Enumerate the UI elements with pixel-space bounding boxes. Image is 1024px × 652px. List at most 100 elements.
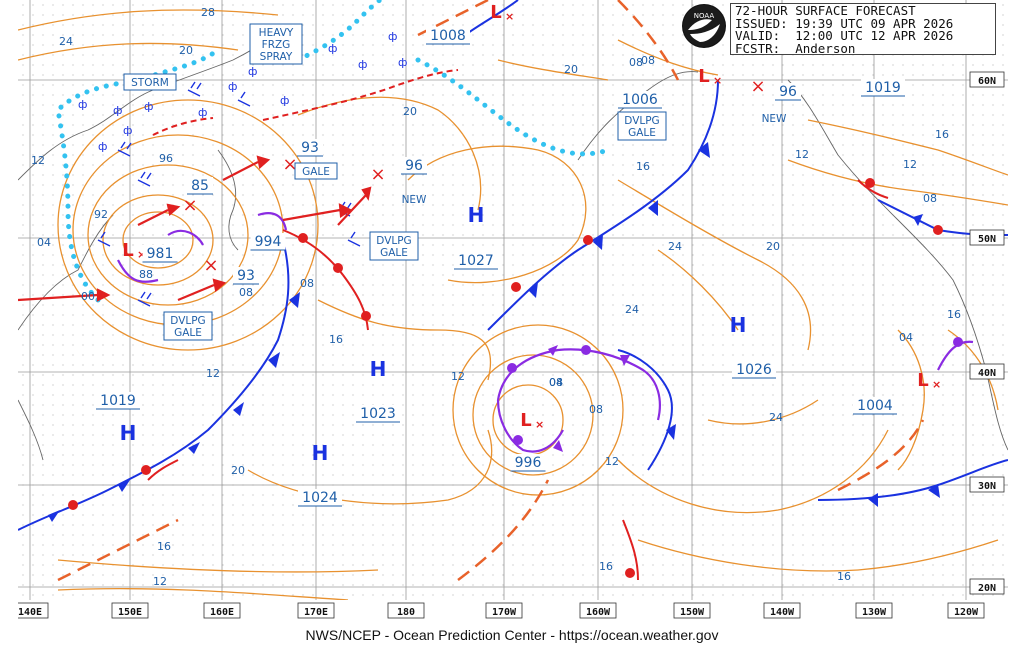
pressure-value: 1026 [736,362,772,378]
ice-edge [55,0,611,303]
isobar-label: 88 [139,268,153,281]
isobar-label: 08 [641,54,655,67]
low-position-x: × [750,76,765,97]
isobar-label: 24 [769,411,783,424]
warning-text: DVLPG [376,235,411,247]
warm-front-bumps [68,178,943,578]
pressure-centers: H1019H1024H1023H1027H1026H1019L×981L×996… [96,2,941,507]
high-pressure-symbol: H [312,441,329,465]
lon-label: 130W [862,607,887,618]
isobar-label: 16 [329,333,343,346]
svg-text:ф: ф [388,30,397,43]
low-pressure-symbol: L [520,410,531,431]
svg-text:ф: ф [144,100,153,113]
svg-text:ф: ф [78,98,87,111]
isobar-label: 12 [795,148,809,161]
isobar-label: 24 [59,35,73,48]
warning-text: HEAVY [259,27,294,39]
isobar-label: 16 [599,560,613,573]
lat-label: 30N [978,481,996,492]
warning-text: DVLPG [624,115,659,127]
isobar-label: 12 [903,158,917,171]
lon-label: 170W [492,607,517,618]
warning-text: SPRAY [260,51,293,63]
isobar-label: 28 [201,6,215,19]
issued-time: ISSUED: 19:39 UTC 09 APR 2026 [735,15,954,31]
svg-text:ф: ф [358,58,367,71]
isobar-label: 12 [206,367,220,380]
low-pressure-symbol: L [122,240,133,261]
svg-text:ф: ф [248,65,257,78]
forecast-info-box: 72-HOUR SURFACE FORECAST ISSUED: 19:39 U… [730,3,996,55]
lat-label: 20N [978,583,996,594]
isobar-label: 08 [300,277,314,290]
lon-label: 140E [18,607,42,618]
low-center-marker: × [137,248,146,261]
low-center-marker: × [535,418,544,431]
isobar-label: 08 [629,56,643,69]
isobar-label: 08 [549,376,563,389]
new-label: NEW [402,194,427,206]
isobar-label: 96 [159,152,173,165]
lon-label: 160E [210,607,234,618]
low-center-marker: × [505,10,514,23]
pressure-value: 1027 [458,253,494,269]
pressure-value: 1008 [430,28,466,44]
lon-label: 180 [397,607,415,618]
pressure-value: 996 [515,455,542,471]
low-pressure-symbol: L [917,370,928,391]
occluded-symbols [507,337,963,452]
warning-text: GALE [628,127,656,139]
noaa-logo: NOAA [682,4,726,48]
isobar-label: 16 [837,570,851,583]
isobar-label: 16 [636,160,650,173]
svg-text:ф: ф [98,140,107,153]
low-position-x: × [203,255,218,276]
low-position-x: × [370,164,385,185]
pressure-value: 1023 [360,406,396,422]
minor-low-value: 93 [237,268,255,284]
pressure-value: 1004 [857,398,893,414]
high-pressure-symbol: H [370,357,387,381]
isobar-label: 92 [94,208,108,221]
chart-title: 72-HOUR SURFACE FORECAST [735,3,916,18]
isobar-label: 20 [403,105,417,118]
isobar-label: 24 [668,240,682,253]
isobar-label: 24 [625,303,639,316]
pressure-value: 1024 [302,490,338,506]
cold-front-teeth [48,142,940,522]
minor-low-value: 93 [301,140,319,156]
svg-text:ф: ф [228,80,237,93]
minor-low-value: 994 [255,234,282,250]
forecaster: FCSTR: Anderson [735,40,856,56]
lat-labels: 60N 50N 40N 30N 20N [969,71,1005,595]
lon-label: 120W [954,607,979,618]
isobar-label: 04 [899,331,913,344]
isobar-label: 12 [31,154,45,167]
isobar-label: 12 [153,575,167,588]
footer-credit: NWS/NCEP - Ocean Prediction Center - htt… [305,627,719,643]
isobar-label: 20 [231,464,245,477]
pressure-value: 1019 [865,80,901,96]
minor-lows: 994 93 85 93 96 96 × × × × × [182,76,801,285]
isobar-label: 04 [37,236,51,249]
isobar-label: 20 [564,63,578,76]
warning-text: DVLPG [170,315,205,327]
isobar-label: 16 [947,308,961,321]
lon-label: 160W [586,607,611,618]
isobar-label: 12 [451,370,465,383]
lat-label: 60N [978,76,996,87]
isobar-label: 08 [239,286,253,299]
warning-text: GALE [302,166,330,178]
svg-text:ф: ф [123,124,132,137]
lon-labels: 140E 150E 160E 170E 180 170W 160W 150W 140W 130W 1… [18,602,985,619]
isobar-label: 20 [766,240,780,253]
low-pressure-symbol: L [698,66,709,87]
isobar-label: 16 [935,128,949,141]
isobar-label: 08 [589,403,603,416]
isobar-label: 04 [549,376,563,389]
pressure-value: 1019 [100,393,136,409]
weather-chart: ффф ффф ффф ффф фф 282420201204008892960… [18,0,1008,622]
svg-text:ф: ф [113,104,122,117]
motion-arrows [18,155,372,302]
